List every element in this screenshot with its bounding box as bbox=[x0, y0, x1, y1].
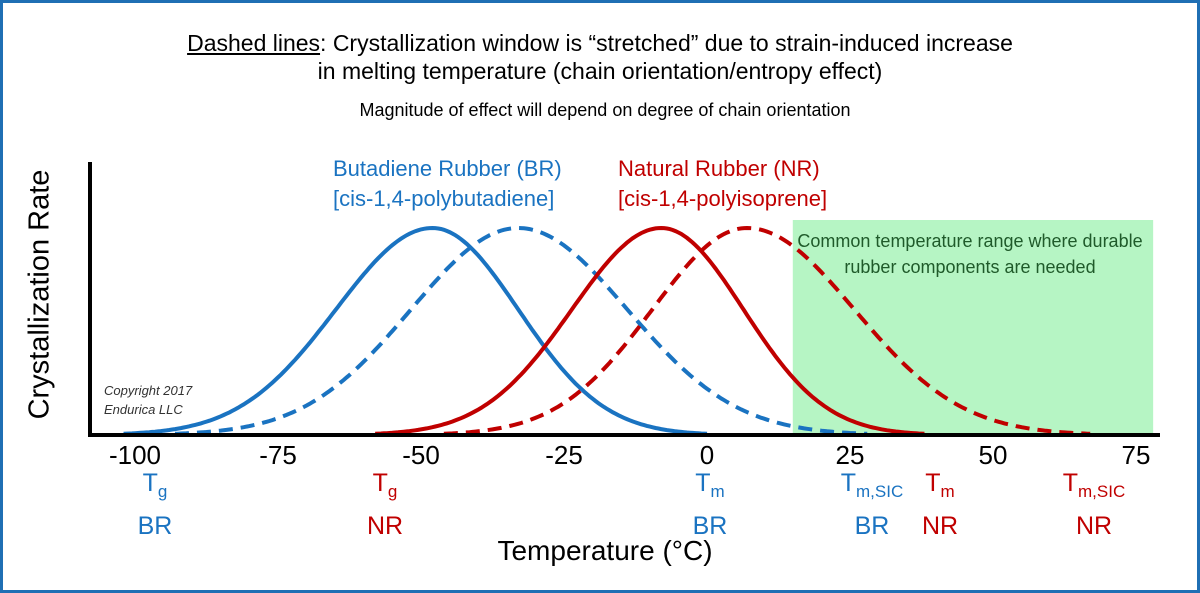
copyright-line-1: Copyright 2017 bbox=[104, 383, 193, 398]
y-axis-label: Crystallization Rate bbox=[23, 169, 56, 420]
nr-series-label: Natural Rubber (NR) bbox=[618, 156, 820, 181]
title-line-2: in melting temperature (chain orientatio… bbox=[317, 58, 883, 84]
title-line1-rest: : Crystallization window is “stretched” … bbox=[320, 30, 1013, 56]
curve-dashed-3 bbox=[443, 225, 1091, 436]
curve-solid-0 bbox=[123, 225, 708, 436]
x-tick-label: 0 bbox=[699, 440, 715, 470]
x-tick-label: 75 bbox=[1121, 440, 1151, 470]
title-line-1: Dashed lines: Crystallization window is … bbox=[0, 30, 1200, 57]
annotation-tmsic-nr: Tm,SIC NR bbox=[1062, 469, 1126, 540]
x-axis-label: Temperature (°C) bbox=[497, 535, 713, 566]
annotation-tm-nr: Tm NR bbox=[921, 469, 959, 540]
common-range-shade bbox=[792, 220, 1154, 435]
common-range-text: Common temperature range where durable r… bbox=[797, 231, 1143, 277]
copyright-line-2: Endurica LLC bbox=[104, 402, 183, 417]
subtitle: Magnitude of effect will depend on degre… bbox=[359, 100, 851, 120]
annotation-tg-br: Tg BR bbox=[137, 469, 173, 540]
nr-series-sublabel: [cis-1,4-polyisoprene] bbox=[618, 186, 828, 211]
x-tick-label: 50 bbox=[978, 440, 1008, 470]
x-tick-label: -100 bbox=[108, 440, 162, 470]
curve-dashed-1 bbox=[174, 225, 868, 436]
x-tick-label: -25 bbox=[545, 440, 583, 470]
x-tick-label: 25 bbox=[835, 440, 865, 470]
x-tick-label: -75 bbox=[259, 440, 297, 470]
annotation-tg-nr: Tg NR bbox=[366, 469, 404, 540]
curves-group bbox=[123, 225, 1091, 436]
br-series-sublabel: [cis-1,4-polybutadiene] bbox=[333, 186, 555, 211]
curve-solid-2 bbox=[375, 225, 925, 436]
annotation-tmsic-br: Tm,SIC BR bbox=[840, 469, 904, 540]
title-prefix: Dashed lines bbox=[187, 30, 321, 56]
x-tick-label: -50 bbox=[402, 440, 440, 470]
br-series-label: Butadiene Rubber (BR) bbox=[333, 156, 562, 181]
annotation-tm-br: Tm BR bbox=[692, 469, 728, 540]
